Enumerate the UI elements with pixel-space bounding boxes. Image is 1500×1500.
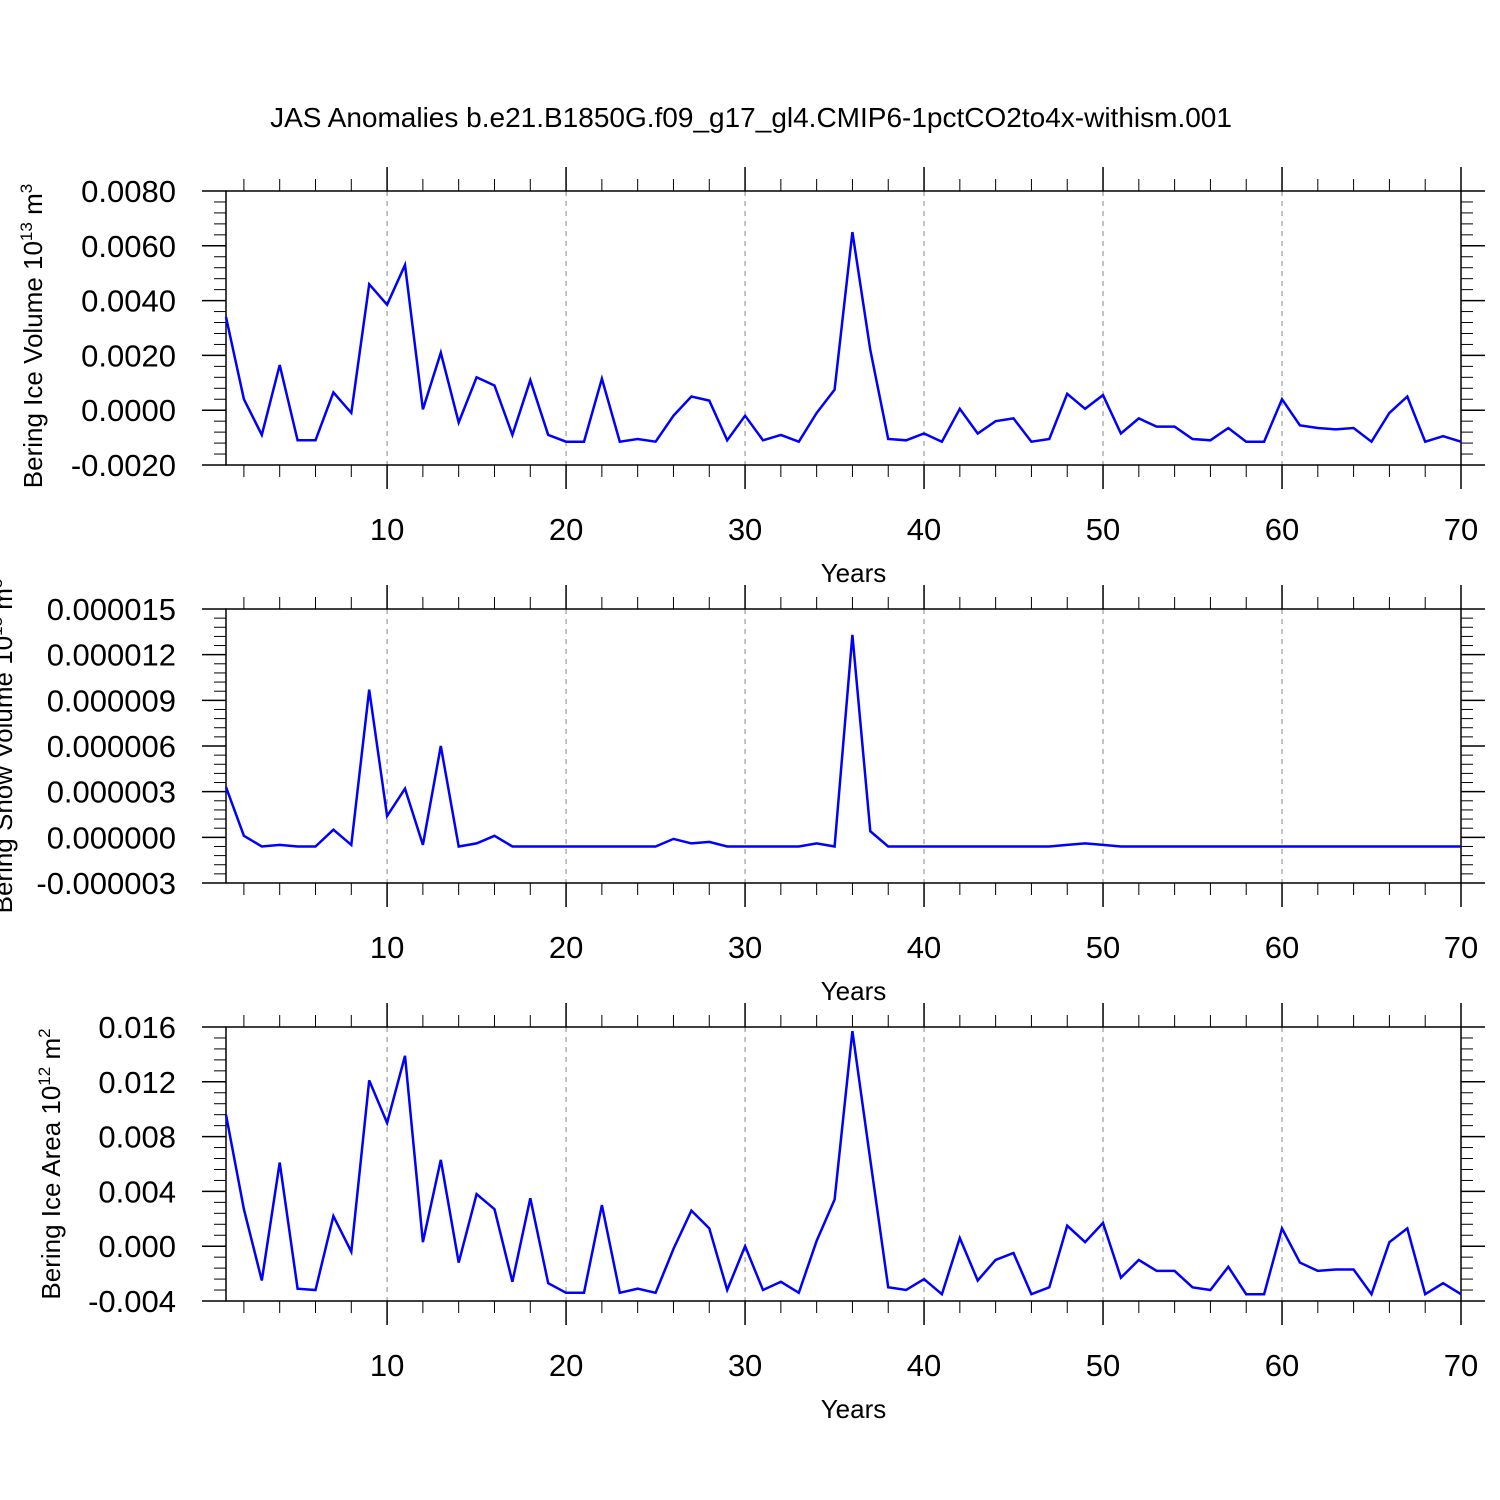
- x-tick-label: 70: [1444, 512, 1478, 547]
- y-tick-label: 0.000000: [47, 820, 176, 855]
- y-tick-label: -0.000003: [36, 866, 176, 901]
- x-tick-label: 20: [549, 930, 583, 965]
- y-tick-label: 0.0080: [81, 174, 176, 209]
- y-axis-label-unit-exponent: 3: [0, 579, 6, 588]
- x-tick-label: 30: [728, 1348, 762, 1383]
- x-tick-label: 10: [370, 512, 404, 547]
- series-line: [224, 634, 1461, 848]
- x-tick-label: 10: [370, 1348, 404, 1383]
- x-tick-label: 40: [907, 512, 941, 547]
- x-tick-label: 70: [1444, 1348, 1478, 1383]
- y-tick-label: 0.0040: [81, 284, 176, 319]
- y-tick-label: 0.0060: [81, 229, 176, 264]
- y-tick-label: 0.000015: [47, 592, 176, 627]
- x-tick-label: 10: [370, 930, 404, 965]
- x-axis-label: Years: [821, 558, 887, 588]
- x-tick-label: 30: [728, 512, 762, 547]
- y-tick-label: 0.012: [98, 1065, 176, 1100]
- y-tick-label: 0.004: [98, 1174, 176, 1209]
- y-axis-label-unit: m: [0, 588, 18, 617]
- x-tick-label: 50: [1086, 1348, 1120, 1383]
- x-tick-label: 20: [549, 512, 583, 547]
- y-tick-label: 0.008: [98, 1120, 176, 1155]
- x-axis-label: Years: [821, 1394, 887, 1424]
- y-tick-label: 0.016: [98, 1010, 176, 1045]
- y-tick-label: 0.000006: [47, 729, 176, 764]
- x-tick-label: 20: [549, 1348, 583, 1383]
- plot-frame: [225, 190, 1462, 466]
- x-tick-label: 30: [728, 930, 762, 965]
- y-tick-label: -0.0020: [71, 448, 176, 483]
- y-tick-label: 0.000012: [47, 638, 176, 673]
- y-tick-label: 0.000009: [47, 683, 176, 718]
- y-axis-label-exponent: 13: [0, 617, 6, 636]
- y-tick-label: 0.0000: [81, 393, 176, 428]
- series-line: [224, 1030, 1462, 1297]
- panel-3: -0.004 0.000 0.004 0.008 0.012 0.016 10 20 30 40 5…: [35, 1003, 1485, 1424]
- plot-frame: [225, 1026, 1462, 1302]
- y-tick-label: 0.000: [98, 1229, 176, 1264]
- x-tick-label: 70: [1444, 930, 1478, 965]
- y-axis-label-text: Bering Ice Area 10: [36, 1086, 66, 1300]
- series-line: [224, 231, 1462, 444]
- y-tick-label: 0.000003: [47, 775, 176, 810]
- y-axis-label-unit: m: [18, 193, 48, 222]
- y-tick-label: 0.0020: [81, 338, 176, 373]
- x-axis-label: Years: [821, 976, 887, 1006]
- x-tick-label: 60: [1265, 930, 1299, 965]
- y-axis-label: Bering Ice Volume 1013 m3: [17, 184, 48, 488]
- y-axis-label: Bering Snow Volume 1013 m3: [0, 579, 18, 914]
- y-axis-label-text: Bering Snow Volume 10: [0, 636, 18, 914]
- panels-group: -0.0020 0.0000 0.0020 0.0040 0.0060 0.0080 10 2…: [0, 167, 1485, 1424]
- x-tick-label: 40: [907, 1348, 941, 1383]
- y-axis-label: Bering Ice Area 1012 m2: [35, 1028, 66, 1299]
- x-tick-label: 50: [1086, 512, 1120, 547]
- x-tick-label: 50: [1086, 930, 1120, 965]
- y-axis-label-exponent: 13: [17, 222, 36, 241]
- y-axis-label-unit-exponent: 3: [17, 184, 36, 193]
- y-axis-label-text: Bering Ice Volume 10: [18, 241, 48, 488]
- y-axis-label-unit: m: [36, 1038, 66, 1067]
- x-tick-label: 60: [1265, 512, 1299, 547]
- x-tick-label: 40: [907, 930, 941, 965]
- panel-2: -0.000003 0.000000 0.000003 0.000006 0.00000…: [0, 579, 1485, 1006]
- y-axis-label-unit-exponent: 2: [35, 1028, 54, 1037]
- y-axis-label-exponent: 12: [35, 1067, 54, 1086]
- y-tick-label: -0.004: [88, 1284, 176, 1319]
- chart-title: JAS Anomalies b.e21.B1850G.f09_g17_gl4.C…: [270, 102, 1232, 133]
- x-tick-label: 60: [1265, 1348, 1299, 1383]
- panel-1: -0.0020 0.0000 0.0020 0.0040 0.0060 0.0080 10 2…: [17, 167, 1485, 588]
